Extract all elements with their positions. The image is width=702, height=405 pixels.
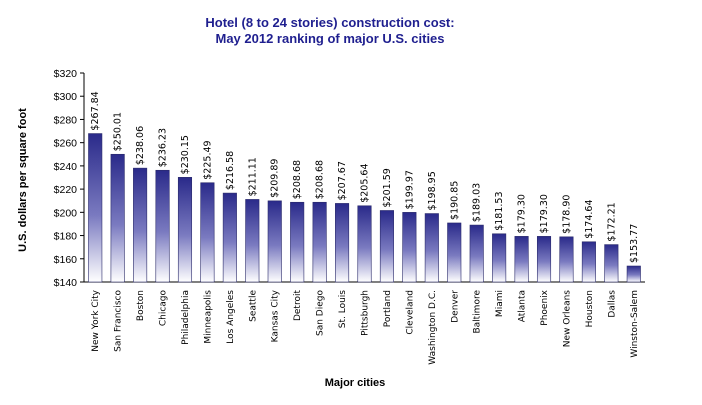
data-label: $181.53 bbox=[494, 191, 505, 230]
y-tick-label: $240 bbox=[54, 161, 78, 173]
bar bbox=[290, 201, 305, 283]
y-tick-label: $320 bbox=[54, 68, 78, 80]
data-label: $208.68 bbox=[292, 160, 303, 199]
bar bbox=[155, 169, 170, 283]
bar bbox=[177, 177, 193, 283]
x-tick-label: San Francisco bbox=[114, 290, 124, 352]
x-tick-label: Chicago bbox=[159, 290, 169, 327]
bar bbox=[110, 153, 125, 283]
plot-area: $140 $160 $180 $200 $220 $240 $260 $280 $300 $320… bbox=[54, 68, 645, 365]
data-label: $179.30 bbox=[539, 194, 550, 233]
bar bbox=[312, 201, 327, 283]
x-tick-label: Portland bbox=[383, 290, 393, 327]
x-tick-label: Philadelphia bbox=[181, 290, 191, 345]
data-label: $172.21 bbox=[606, 202, 617, 241]
x-tick-label: Detroit bbox=[293, 290, 303, 322]
bar bbox=[581, 241, 596, 283]
data-label: $207.67 bbox=[337, 161, 348, 200]
y-tick-label: $160 bbox=[54, 254, 78, 266]
x-tick-label: Denver bbox=[450, 290, 460, 323]
x-tick-label: New Orleans bbox=[562, 290, 572, 348]
x-tick-label: Kansas City bbox=[271, 289, 281, 342]
bar bbox=[335, 203, 350, 283]
x-tick-label: Los Angeles bbox=[226, 290, 236, 344]
data-label: $189.03 bbox=[472, 183, 483, 222]
bar bbox=[245, 199, 260, 283]
x-tick-label: St. Louis bbox=[338, 290, 348, 329]
bar bbox=[379, 210, 394, 283]
x-tick-label: Houston bbox=[585, 290, 595, 327]
y-tick-label: $220 bbox=[54, 184, 78, 196]
data-label: $238.06 bbox=[135, 126, 146, 165]
x-tick-label: Atlanta bbox=[518, 290, 528, 322]
x-tick-label: Seattle bbox=[248, 290, 258, 322]
bar bbox=[447, 222, 462, 283]
x-tick-label: San Diego bbox=[316, 290, 326, 336]
bar bbox=[492, 233, 507, 283]
data-label: $250.01 bbox=[113, 112, 124, 151]
data-label: $205.64 bbox=[360, 163, 371, 202]
data-label: $153.77 bbox=[629, 224, 640, 263]
data-label: $179.30 bbox=[517, 194, 528, 233]
bar bbox=[469, 224, 484, 283]
x-tick-label: Pittsburgh bbox=[361, 290, 371, 336]
x-tick-label: Minneapolis bbox=[203, 290, 213, 344]
x-tick-label: Baltimore bbox=[473, 290, 483, 334]
data-label: $208.68 bbox=[315, 160, 326, 199]
chart-subtitle: May 2012 ranking of major U.S. cities bbox=[215, 31, 444, 46]
bar bbox=[559, 236, 574, 283]
y-tick-label: $140 bbox=[54, 277, 78, 289]
bar bbox=[604, 244, 619, 283]
x-tick-label: Dallas bbox=[607, 290, 617, 318]
x-tick-label: Washington D.C. bbox=[428, 290, 438, 365]
bar bbox=[222, 192, 237, 283]
data-label: $178.90 bbox=[561, 195, 572, 234]
data-label: $174.64 bbox=[584, 199, 595, 238]
bar bbox=[200, 182, 215, 283]
x-tick-label: Boston bbox=[136, 290, 146, 321]
x-tick-label: Phoenix bbox=[540, 289, 550, 325]
y-tick-label: $200 bbox=[54, 207, 78, 219]
data-label: $199.97 bbox=[404, 170, 415, 209]
data-label: $230.15 bbox=[180, 135, 191, 174]
x-tick-label: New York City bbox=[91, 289, 101, 351]
bar bbox=[514, 236, 529, 283]
data-label: $211.11 bbox=[247, 157, 258, 196]
bar bbox=[133, 167, 148, 283]
bar bbox=[402, 212, 417, 283]
x-axis-label: Major cities bbox=[325, 377, 386, 389]
data-label: $236.23 bbox=[158, 128, 169, 167]
bar bbox=[626, 265, 641, 283]
data-label: $201.59 bbox=[382, 168, 393, 207]
x-tick-label: Cleveland bbox=[405, 290, 415, 335]
y-tick-label: $280 bbox=[54, 114, 78, 126]
data-label: $198.95 bbox=[427, 171, 438, 210]
y-axis-label: U.S. dollars per square foot bbox=[17, 108, 29, 252]
bar bbox=[357, 205, 372, 283]
bar bbox=[88, 133, 103, 283]
data-label: $267.84 bbox=[90, 91, 101, 130]
x-tick-label: Winston-Salem bbox=[630, 290, 640, 358]
chart-title: Hotel (8 to 24 stories) construction cos… bbox=[205, 15, 454, 30]
data-label: $216.58 bbox=[225, 151, 236, 190]
y-tick-label: $260 bbox=[54, 138, 78, 150]
bar bbox=[424, 213, 439, 283]
bar bbox=[536, 236, 552, 283]
y-tick-label: $300 bbox=[54, 91, 78, 103]
y-tick-label: $180 bbox=[54, 231, 78, 243]
data-label: $190.85 bbox=[449, 181, 460, 220]
data-label: $225.49 bbox=[202, 140, 213, 179]
bar bbox=[267, 200, 282, 283]
x-tick-label: Miami bbox=[495, 290, 505, 317]
data-label: $209.89 bbox=[270, 159, 281, 198]
